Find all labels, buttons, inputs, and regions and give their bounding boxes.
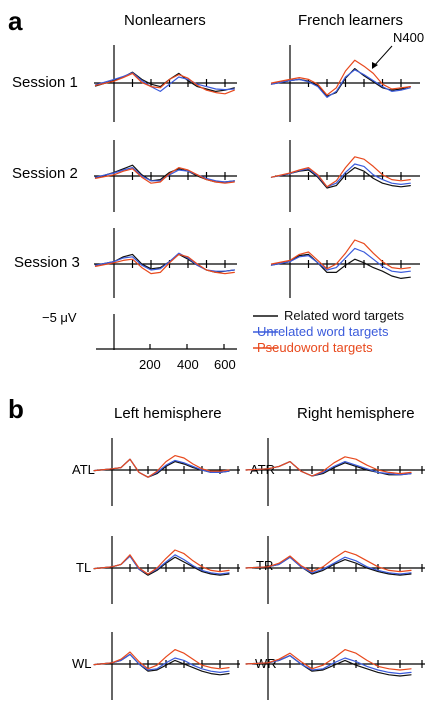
erp-plot-left-hemisphere-tl xyxy=(93,536,240,604)
n400-arrowhead xyxy=(372,62,378,69)
waveform-unrelated xyxy=(93,653,230,673)
waveform-related xyxy=(270,68,411,97)
time-tick-label-600: 600 xyxy=(214,357,236,372)
waveform-pseudoword xyxy=(245,550,412,573)
erp-plot-left-hemisphere-atl xyxy=(93,438,240,506)
electrode-label-tl: TL xyxy=(76,560,91,575)
erp-plot-right-hemisphere-wr xyxy=(245,632,425,700)
erp-plot-right-hemisphere-atr xyxy=(245,438,425,506)
electrode-label-atl: ATL xyxy=(72,462,95,477)
time-tick-label-400: 400 xyxy=(177,357,199,372)
waveform-pseudoword xyxy=(93,549,230,575)
row-label-session-2: Session 2 xyxy=(12,165,78,182)
waveform-unrelated xyxy=(94,252,235,272)
waveform-pseudoword xyxy=(245,456,412,477)
erp-plot-nonlearners-session-2 xyxy=(94,140,237,212)
waveform-pseudoword xyxy=(94,253,235,275)
waveform-unrelated xyxy=(245,655,412,675)
waveform-unrelated xyxy=(93,554,230,575)
time-tick-label-200: 200 xyxy=(139,357,161,372)
legend-pseudoword: Pseudoword targets xyxy=(257,340,373,355)
waveform-pseudoword xyxy=(270,59,411,96)
panel-a-letter: a xyxy=(8,6,23,36)
waveform-unrelated xyxy=(270,163,411,188)
n400-annotation: N400 xyxy=(393,30,424,45)
waveform-related xyxy=(270,253,411,279)
waveform-unrelated xyxy=(270,247,411,273)
waveform-unrelated xyxy=(270,69,411,98)
legend-related: Related word targets xyxy=(284,308,404,323)
col-title-french-learners: French learners xyxy=(298,12,403,29)
waveform-related xyxy=(270,167,411,189)
electrode-label-tr: TR xyxy=(256,558,273,573)
n400-arrow xyxy=(373,45,393,67)
waveform-pseudoword xyxy=(270,239,411,270)
erp-plots xyxy=(93,45,425,700)
waveform-unrelated xyxy=(94,167,235,183)
waveform-pseudoword xyxy=(94,167,235,184)
col-title-left-hemisphere: Left hemisphere xyxy=(114,405,222,422)
scale-label: −5 μV xyxy=(42,310,77,325)
waveform-unrelated xyxy=(94,72,235,92)
erp-plot-french-learners-session-2 xyxy=(270,140,420,212)
col-title-nonlearners: Nonlearners xyxy=(124,12,206,29)
waveform-pseudoword xyxy=(94,72,235,95)
electrode-label-wl: WL xyxy=(72,656,92,671)
waveform-pseudoword xyxy=(270,156,411,188)
row-label-session-3: Session 3 xyxy=(14,254,80,271)
legend-unrelated: Unrelated word targets xyxy=(257,324,389,339)
erp-plot-nonlearners-session-3 xyxy=(94,228,237,298)
erp-plot-right-hemisphere-tr xyxy=(245,536,425,604)
waveform-pseudoword xyxy=(93,649,230,670)
panel-b-letter: b xyxy=(8,394,24,424)
erp-plot-french-learners-session-1 xyxy=(270,45,420,122)
row-label-session-1: Session 1 xyxy=(12,74,78,91)
waveform-unrelated xyxy=(245,556,412,575)
erp-plot-left-hemisphere-wl xyxy=(93,632,240,700)
erp-plot-french-learners-session-3 xyxy=(270,228,420,298)
col-title-right-hemisphere: Right hemisphere xyxy=(297,405,415,422)
waveform-pseudoword xyxy=(93,455,230,478)
waveform-pseudoword xyxy=(245,649,412,671)
erp-plot-nonlearners-session-1 xyxy=(94,45,237,122)
